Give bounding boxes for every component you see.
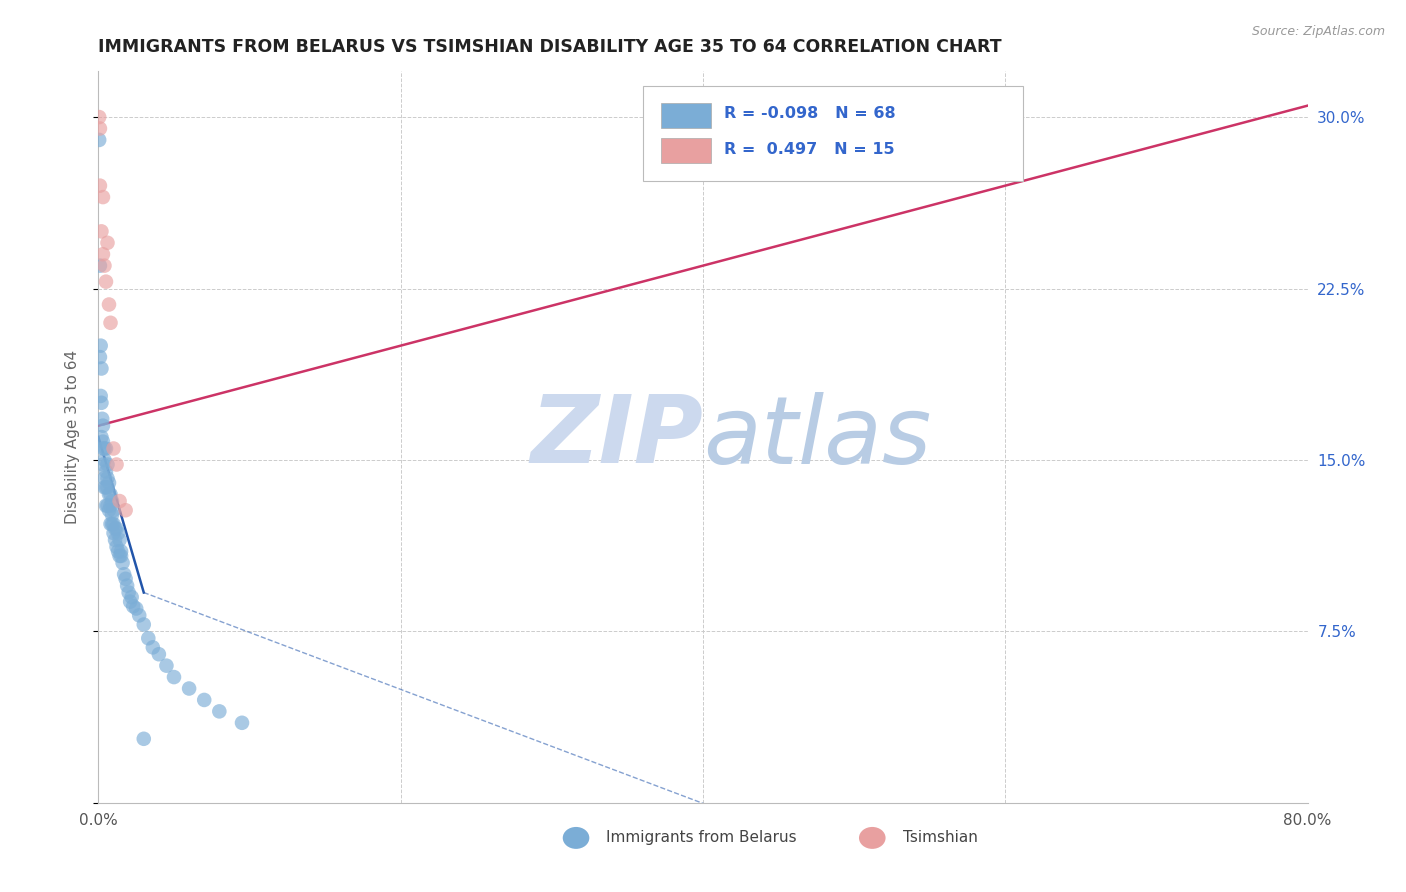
Point bbox=[128, 608, 150, 623]
Point bbox=[100, 516, 122, 531]
Point bbox=[93, 259, 115, 273]
Point bbox=[93, 471, 115, 485]
Point bbox=[91, 418, 114, 433]
Point bbox=[98, 503, 121, 517]
Point bbox=[108, 533, 131, 547]
Point bbox=[208, 705, 231, 719]
Point bbox=[101, 494, 124, 508]
Point bbox=[89, 350, 111, 364]
Point bbox=[105, 540, 128, 554]
Point bbox=[105, 521, 128, 535]
Point bbox=[91, 190, 114, 204]
Point bbox=[114, 503, 136, 517]
Point bbox=[107, 526, 129, 541]
Point bbox=[110, 549, 132, 563]
Text: Tsimshian: Tsimshian bbox=[903, 830, 977, 846]
Point bbox=[115, 579, 138, 593]
Point bbox=[122, 599, 145, 614]
Point bbox=[94, 499, 117, 513]
Point bbox=[114, 572, 136, 586]
Point bbox=[89, 133, 111, 147]
Point bbox=[90, 224, 112, 238]
Point bbox=[132, 617, 155, 632]
Text: atlas: atlas bbox=[703, 392, 931, 483]
Point bbox=[125, 601, 148, 615]
Point bbox=[100, 499, 122, 513]
Point bbox=[90, 389, 112, 403]
Point bbox=[93, 453, 115, 467]
Point bbox=[112, 567, 135, 582]
Point bbox=[98, 475, 121, 490]
Ellipse shape bbox=[859, 827, 886, 849]
Y-axis label: Disability Age 35 to 64: Disability Age 35 to 64 bbox=[65, 350, 80, 524]
Point bbox=[108, 549, 131, 563]
Point bbox=[100, 316, 122, 330]
Point bbox=[90, 396, 112, 410]
Point bbox=[91, 442, 114, 456]
Point bbox=[103, 516, 125, 531]
Point bbox=[98, 487, 121, 501]
Point bbox=[120, 595, 142, 609]
Point bbox=[93, 480, 115, 494]
Point bbox=[105, 458, 128, 472]
Text: Immigrants from Belarus: Immigrants from Belarus bbox=[606, 830, 797, 846]
Point bbox=[103, 503, 125, 517]
Point bbox=[103, 526, 125, 541]
Point bbox=[111, 556, 134, 570]
Point bbox=[96, 480, 118, 494]
Point bbox=[96, 499, 118, 513]
Point bbox=[91, 412, 114, 426]
Text: Source: ZipAtlas.com: Source: ZipAtlas.com bbox=[1251, 25, 1385, 38]
Point bbox=[103, 442, 125, 456]
Point bbox=[110, 544, 132, 558]
Text: R =  0.497   N = 15: R = 0.497 N = 15 bbox=[724, 142, 894, 157]
Text: ZIP: ZIP bbox=[530, 391, 703, 483]
Ellipse shape bbox=[562, 827, 589, 849]
FancyBboxPatch shape bbox=[643, 86, 1024, 181]
Point bbox=[148, 647, 170, 661]
Point bbox=[90, 430, 112, 444]
Point bbox=[104, 521, 127, 535]
Point bbox=[89, 259, 111, 273]
Point bbox=[94, 480, 117, 494]
Point bbox=[94, 442, 117, 456]
Point bbox=[108, 494, 131, 508]
Point bbox=[96, 235, 118, 250]
Point bbox=[101, 508, 124, 522]
Point bbox=[91, 247, 114, 261]
Point bbox=[231, 715, 253, 730]
Point bbox=[107, 544, 129, 558]
FancyBboxPatch shape bbox=[661, 138, 711, 163]
Point bbox=[179, 681, 201, 696]
Point bbox=[98, 297, 121, 311]
Point bbox=[118, 585, 141, 599]
Point bbox=[163, 670, 186, 684]
Point bbox=[89, 121, 111, 136]
Point bbox=[155, 658, 177, 673]
Point bbox=[121, 590, 143, 604]
Point bbox=[101, 516, 124, 531]
Point bbox=[136, 632, 159, 646]
Text: IMMIGRANTS FROM BELARUS VS TSIMSHIAN DISABILITY AGE 35 TO 64 CORRELATION CHART: IMMIGRANTS FROM BELARUS VS TSIMSHIAN DIS… bbox=[98, 38, 1002, 56]
Point bbox=[96, 458, 118, 472]
Text: R = -0.098   N = 68: R = -0.098 N = 68 bbox=[724, 106, 896, 121]
Point bbox=[91, 458, 114, 472]
Point bbox=[104, 533, 127, 547]
Point bbox=[91, 434, 114, 449]
Point bbox=[90, 338, 112, 352]
Point bbox=[193, 693, 215, 707]
Point bbox=[94, 464, 117, 478]
Point bbox=[93, 442, 115, 456]
Point bbox=[94, 275, 117, 289]
Point bbox=[132, 731, 155, 746]
Point bbox=[100, 487, 122, 501]
Point bbox=[142, 640, 165, 655]
Point bbox=[96, 471, 118, 485]
Point bbox=[90, 361, 112, 376]
Point bbox=[89, 110, 111, 124]
Point bbox=[89, 178, 111, 193]
FancyBboxPatch shape bbox=[661, 103, 711, 128]
